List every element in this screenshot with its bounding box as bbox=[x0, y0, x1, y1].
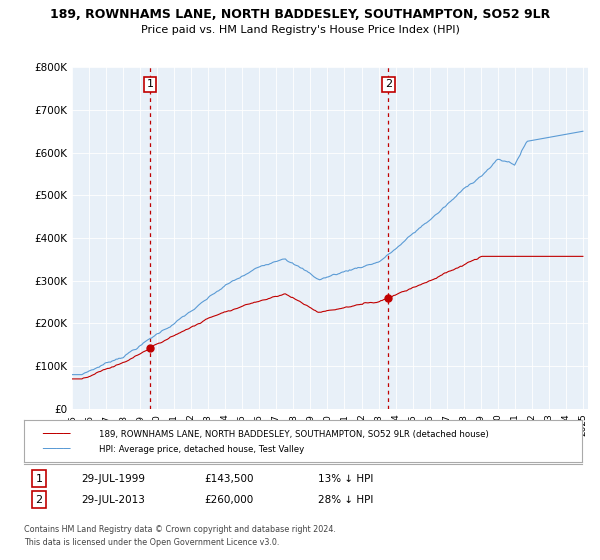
Text: Price paid vs. HM Land Registry's House Price Index (HPI): Price paid vs. HM Land Registry's House … bbox=[140, 25, 460, 35]
Text: £260,000: £260,000 bbox=[204, 494, 253, 505]
Text: 1: 1 bbox=[35, 474, 43, 484]
Text: 29-JUL-2013: 29-JUL-2013 bbox=[81, 494, 145, 505]
Text: 13% ↓ HPI: 13% ↓ HPI bbox=[318, 474, 373, 484]
Text: This data is licensed under the Open Government Licence v3.0.: This data is licensed under the Open Gov… bbox=[24, 538, 280, 547]
Text: 189, ROWNHAMS LANE, NORTH BADDESLEY, SOUTHAMPTON, SO52 9LR: 189, ROWNHAMS LANE, NORTH BADDESLEY, SOU… bbox=[50, 8, 550, 21]
Text: HPI: Average price, detached house, Test Valley: HPI: Average price, detached house, Test… bbox=[99, 445, 304, 454]
Text: ────: ──── bbox=[42, 427, 71, 441]
Text: 189, ROWNHAMS LANE, NORTH BADDESLEY, SOUTHAMPTON, SO52 9LR (detached house): 189, ROWNHAMS LANE, NORTH BADDESLEY, SOU… bbox=[99, 430, 489, 438]
Text: £143,500: £143,500 bbox=[204, 474, 254, 484]
Text: 2: 2 bbox=[385, 80, 392, 89]
Text: 2: 2 bbox=[35, 494, 43, 505]
Text: 28% ↓ HPI: 28% ↓ HPI bbox=[318, 494, 373, 505]
Text: 29-JUL-1999: 29-JUL-1999 bbox=[81, 474, 145, 484]
Text: 1: 1 bbox=[146, 80, 154, 89]
Text: ────: ──── bbox=[42, 442, 71, 456]
Text: Contains HM Land Registry data © Crown copyright and database right 2024.: Contains HM Land Registry data © Crown c… bbox=[24, 525, 336, 534]
